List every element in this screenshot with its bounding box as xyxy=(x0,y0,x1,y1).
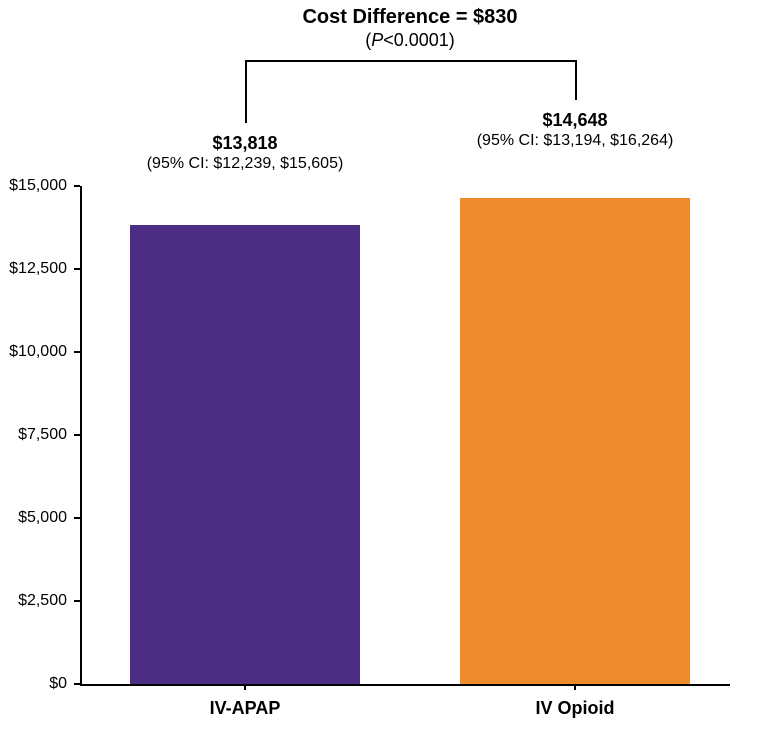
bracket-top xyxy=(245,60,577,62)
ytick-label: $10,000 xyxy=(9,343,67,361)
cost-diff-title: Cost Difference = $830 xyxy=(302,6,517,29)
ytick-mark xyxy=(74,434,80,436)
category-label: IV-APAP xyxy=(210,698,281,719)
bracket-left xyxy=(245,60,247,123)
ytick-mark xyxy=(74,268,80,270)
value-label: $13,818 xyxy=(212,133,277,154)
xtick-mark xyxy=(244,684,246,690)
x-axis-line xyxy=(80,684,730,686)
category-label: IV Opioid xyxy=(536,698,615,719)
xtick-mark xyxy=(574,684,576,690)
ytick-label: $15,000 xyxy=(9,177,67,195)
ytick-mark xyxy=(74,351,80,353)
ytick-label: $5,000 xyxy=(18,509,67,527)
y-axis-line xyxy=(80,186,82,686)
ytick-mark xyxy=(74,600,80,602)
value-label: $14,648 xyxy=(542,110,607,131)
ytick-mark xyxy=(74,683,80,685)
ytick-mark xyxy=(74,185,80,187)
ytick-label: $12,500 xyxy=(9,260,67,278)
bracket-right xyxy=(575,60,577,100)
bar-0 xyxy=(130,225,360,684)
ytick-label: $2,500 xyxy=(18,592,67,610)
ytick-label: $7,500 xyxy=(18,426,67,444)
ci-label: (95% CI: $13,194, $16,264) xyxy=(477,132,674,150)
p-value-label: (P<0.0001) xyxy=(365,30,455,51)
ytick-mark xyxy=(74,517,80,519)
chart-stage: $0 $2,500 $5,000 $7,500 $10,000 $12,500 $15,00… xyxy=(0,0,767,738)
ytick-label: $0 xyxy=(49,675,67,693)
ci-label: (95% CI: $12,239, $15,605) xyxy=(147,155,344,173)
bar-1 xyxy=(460,198,690,684)
